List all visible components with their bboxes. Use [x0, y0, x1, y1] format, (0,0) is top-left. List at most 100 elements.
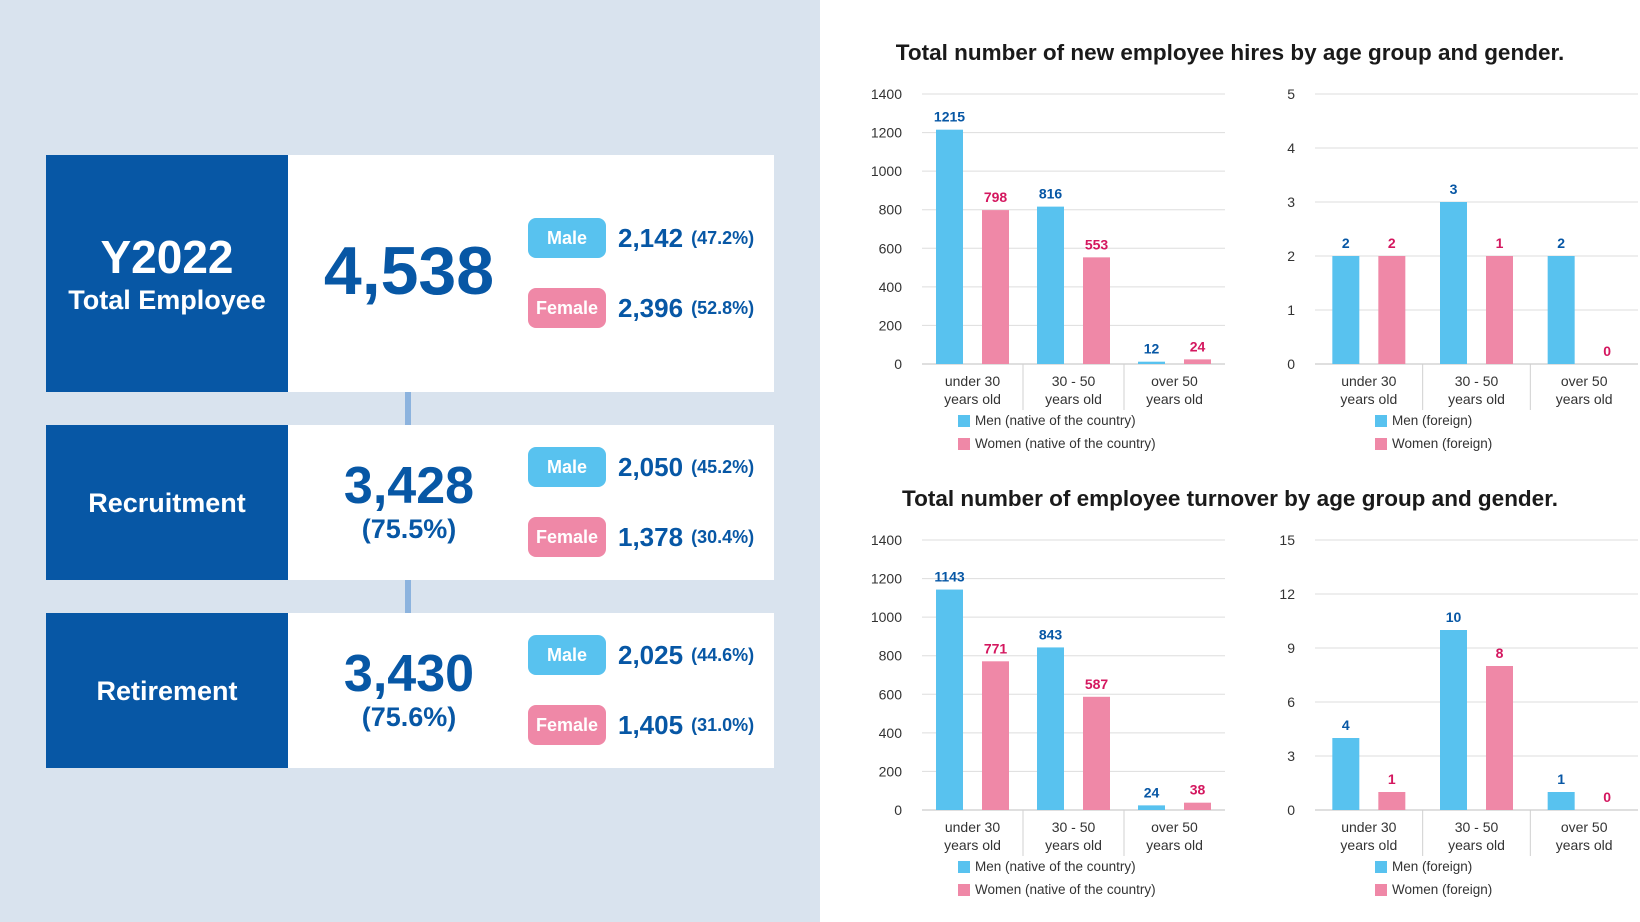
bar: [1440, 630, 1467, 810]
connector-line: [405, 580, 411, 613]
bar: [1037, 647, 1064, 810]
y-tick-label: 800: [879, 648, 903, 664]
female-value: 1,378 (30.4%): [618, 517, 754, 557]
recruitment-text: Recruitment: [88, 487, 246, 518]
female-count: 2,396: [618, 292, 684, 323]
data-label: 1215: [934, 109, 965, 125]
female-value: 2,396 (52.8%): [618, 288, 754, 328]
x-tick-label: under 30: [945, 819, 1000, 835]
female-percent: (31.0%): [691, 714, 755, 735]
legend-entry: Men (native of the country): [958, 855, 1156, 878]
bar: [936, 129, 963, 364]
x-tick-label: years old: [1045, 837, 1102, 853]
bar: [1378, 256, 1406, 364]
legend-swatch: [1375, 414, 1387, 427]
bar: [1486, 666, 1513, 810]
x-tick-label: over 50: [1561, 819, 1608, 835]
legend-label: Women (foreign): [1392, 436, 1493, 451]
female-count: 1,405: [618, 709, 684, 740]
female-percent: (30.4%): [691, 526, 755, 547]
female-count: 1,378: [618, 521, 684, 552]
legend-swatch: [958, 860, 970, 873]
retirement-percent: (75.6%): [361, 702, 457, 732]
x-tick-label: years old: [944, 391, 1001, 407]
legend-label: Men (foreign): [1392, 413, 1473, 428]
female-percent: (52.8%): [691, 297, 755, 318]
bar: [1184, 802, 1211, 810]
legend-entry: Women (native of the country): [958, 878, 1156, 901]
legend-label: Men (native of the country): [975, 413, 1136, 428]
total-employee-text: Total Employee: [68, 284, 266, 315]
y-tick-label: 400: [879, 279, 903, 295]
x-tick-label: 30 - 50: [1455, 373, 1499, 389]
recruitment-percent: (75.5%): [361, 514, 457, 544]
x-tick-label: over 50: [1151, 373, 1198, 389]
bar: [1037, 206, 1064, 364]
x-tick-label: 30 - 50: [1455, 819, 1499, 835]
x-tick-label: years old: [1340, 391, 1397, 407]
legend-swatch: [958, 437, 970, 450]
total-employee-card: Y2022 Total Employee 4,538 Male 2,142 (4…: [46, 155, 774, 392]
data-label: 24: [1190, 338, 1206, 354]
y-tick-label: 6: [1287, 694, 1295, 710]
y-tick-label: 1200: [871, 125, 902, 141]
male-count: 2,142: [618, 222, 684, 253]
male-tag: Male: [528, 447, 606, 487]
male-percent: (44.6%): [691, 644, 755, 665]
turnover-chart-title: Total number of employee turnover by age…: [902, 486, 1558, 511]
x-tick-label: years old: [1340, 837, 1397, 853]
legend-swatch: [958, 883, 970, 896]
x-tick-label: years old: [944, 837, 1001, 853]
x-tick-label: years old: [1045, 391, 1102, 407]
y-tick-label: 600: [879, 686, 903, 702]
legend-label: Women (native of the country): [975, 436, 1156, 451]
bar: [936, 589, 963, 810]
male-value: 2,142 (47.2%): [618, 218, 754, 258]
data-label: 553: [1085, 236, 1109, 252]
male-count: 2,025: [618, 639, 684, 670]
bar: [1547, 256, 1575, 364]
y-tick-label: 0: [1287, 356, 1295, 372]
legend-label: Women (foreign): [1392, 882, 1493, 897]
data-label: 2: [1557, 235, 1565, 251]
y-tick-label: 400: [879, 725, 903, 741]
data-label: 1: [1388, 771, 1396, 787]
data-label: 1143: [934, 569, 965, 585]
data-label: 0: [1603, 789, 1611, 805]
x-tick-label: years old: [1146, 837, 1203, 853]
connector-line: [405, 392, 411, 425]
retirement-label: Retirement: [46, 613, 288, 768]
bar: [1332, 738, 1360, 810]
x-tick-label: under 30: [1341, 819, 1396, 835]
female-tag: Female: [528, 517, 606, 557]
x-tick-label: under 30: [1341, 373, 1396, 389]
data-label: 2: [1388, 235, 1396, 251]
recruitment-number: 3,428: [343, 457, 475, 515]
total-employee-label: Y2022 Total Employee: [46, 155, 288, 392]
legend-entry: Women (foreign): [1375, 878, 1492, 901]
x-tick-label: years old: [1448, 837, 1505, 853]
data-label: 587: [1085, 676, 1109, 692]
bar: [982, 210, 1009, 364]
y-tick-label: 1400: [871, 532, 902, 548]
legend-entry: Women (foreign): [1375, 432, 1492, 455]
recruitment-card: Recruitment 3,428 (75.5%) Male 2,050 (45…: [46, 425, 774, 580]
legend-label: Women (native of the country): [975, 882, 1156, 897]
y-tick-label: 2: [1287, 248, 1295, 264]
legend-entry: Men (foreign): [1375, 855, 1492, 878]
chart-legend: Men (native of the country) Women (native…: [958, 855, 1156, 901]
chart-legend: Men (native of the country) Women (native…: [958, 409, 1156, 455]
bar: [1332, 256, 1360, 364]
bar: [1138, 805, 1165, 810]
data-label: 0: [1603, 343, 1611, 359]
retirement-value: 3,430 (75.6%): [288, 646, 530, 732]
male-percent: (47.2%): [691, 227, 755, 248]
x-tick-label: over 50: [1151, 819, 1198, 835]
legend-swatch: [1375, 437, 1387, 450]
y-tick-label: 600: [879, 240, 903, 256]
bar: [1486, 256, 1513, 364]
bar: [1378, 792, 1406, 810]
bar: [1083, 257, 1110, 364]
total-employee-value: 4,538: [288, 235, 530, 307]
total-employee-number: 4,538: [323, 233, 495, 309]
